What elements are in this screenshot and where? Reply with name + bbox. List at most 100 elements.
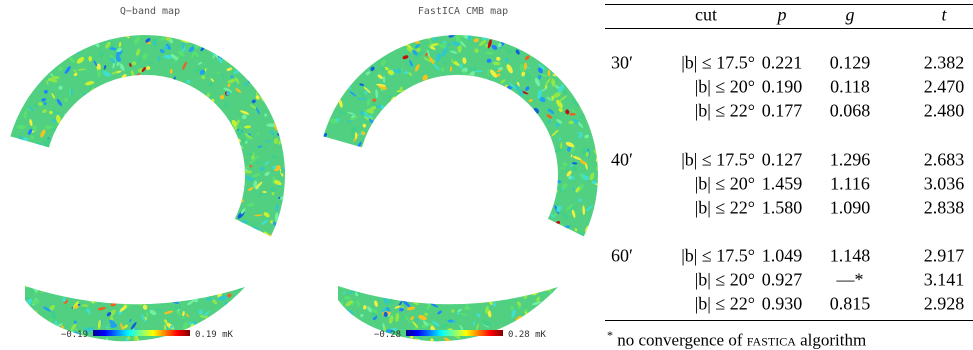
speck: [58, 187, 65, 197]
speck: [138, 97, 142, 100]
speck: [18, 76, 26, 84]
speck: [324, 325, 329, 330]
speck: [166, 254, 174, 262]
speck: [418, 226, 422, 235]
speck: [5, 251, 15, 259]
speck: [165, 104, 169, 109]
speck: [524, 194, 533, 203]
speck: [449, 173, 452, 183]
speck: [47, 241, 52, 247]
speck: [16, 229, 21, 237]
speck: [455, 286, 461, 292]
speck: [547, 267, 552, 273]
speck: [226, 141, 231, 146]
speck: [25, 167, 30, 172]
speck: [127, 118, 133, 123]
speck: [494, 236, 502, 240]
speck: [346, 336, 353, 338]
speck: [322, 194, 328, 200]
speck: [34, 73, 38, 83]
speck: [323, 322, 333, 328]
speck: [327, 30, 332, 35]
speck: [374, 51, 379, 57]
speck: [327, 233, 334, 240]
speck: [30, 269, 33, 272]
speck: [196, 214, 200, 218]
speck: [205, 255, 208, 259]
speck: [562, 267, 567, 272]
speck: [315, 151, 320, 155]
speck: [408, 121, 414, 127]
speck: [523, 159, 529, 164]
speck: [437, 94, 442, 99]
speck: [439, 204, 442, 212]
speck: [265, 93, 274, 101]
speck: [198, 187, 208, 192]
value-cell: 1.580: [762, 197, 803, 218]
speck: [514, 245, 520, 251]
speck: [443, 155, 449, 161]
speck: [436, 117, 440, 121]
speck: [344, 264, 351, 272]
speck: [58, 180, 63, 186]
speck: [87, 104, 96, 107]
speck: [239, 66, 244, 71]
speck: [355, 260, 357, 267]
speck: [264, 36, 273, 40]
speck: [440, 77, 444, 81]
speck: [499, 198, 504, 205]
speck: [323, 289, 329, 296]
speck: [536, 136, 543, 141]
speck: [255, 246, 260, 250]
speck: [287, 212, 293, 217]
footnote-mark: *: [607, 328, 613, 342]
speck: [237, 187, 240, 191]
speck: [378, 285, 385, 294]
speck: [291, 231, 298, 237]
speck: [315, 312, 319, 316]
speck: [187, 181, 192, 187]
speck: [224, 174, 231, 177]
speck: [190, 171, 193, 175]
speck: [550, 179, 555, 186]
speck: [320, 332, 325, 338]
speck: [280, 274, 287, 278]
speck: [149, 253, 154, 259]
speck: [161, 128, 165, 132]
speck: [253, 43, 260, 51]
speck: [491, 179, 499, 188]
speck: [571, 279, 577, 287]
speck: [108, 264, 113, 269]
speck: [20, 305, 25, 310]
speck: [560, 323, 565, 326]
speck: [132, 123, 139, 133]
speck: [0, 128, 7, 136]
speck: [413, 101, 417, 105]
speck: [54, 163, 63, 169]
speck: [180, 29, 184, 34]
speck: [512, 136, 518, 143]
speck: [406, 260, 414, 265]
speck: [199, 101, 204, 105]
speck: [394, 169, 401, 174]
value-cell: 2.928: [924, 294, 965, 315]
speck: [549, 40, 558, 47]
speck: [499, 252, 505, 254]
speck: [477, 193, 485, 202]
speck: [446, 81, 450, 84]
speck: [466, 280, 475, 288]
speck: [191, 257, 198, 265]
speck: [1, 181, 9, 186]
speck: [438, 183, 444, 189]
speck: [408, 263, 412, 268]
speck: [473, 93, 482, 101]
speck: [147, 126, 154, 134]
speck: [5, 337, 9, 342]
value-cell: 1.148: [830, 246, 871, 267]
speck: [413, 133, 418, 137]
speck: [373, 40, 379, 46]
speck: [519, 42, 529, 45]
speck: [283, 143, 288, 148]
speck: [360, 271, 366, 280]
speck: [386, 178, 392, 184]
